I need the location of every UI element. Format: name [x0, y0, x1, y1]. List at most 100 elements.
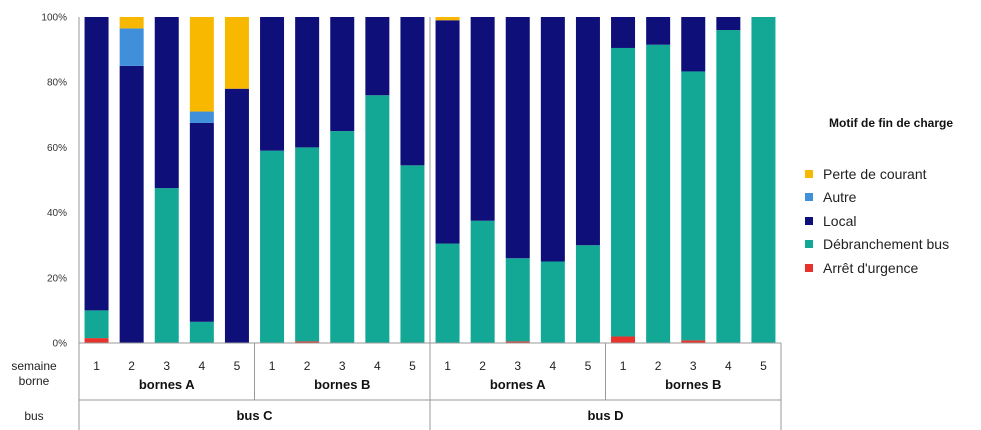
legend-swatch	[805, 193, 813, 202]
bar-segment	[575, 245, 600, 343]
bar-segment	[646, 44, 671, 344]
bar-segment	[470, 220, 495, 343]
bus-row-label: bus	[24, 409, 43, 423]
bar-segment	[435, 17, 460, 21]
bar-segment	[224, 88, 249, 343]
bar-segment	[189, 111, 214, 123]
legend-label: Perte de courant	[823, 165, 927, 182]
bar-segment	[716, 30, 741, 343]
bar-segment	[540, 17, 565, 262]
bar-segment	[505, 258, 530, 342]
legend-swatch	[805, 240, 813, 249]
bar-segment	[189, 17, 214, 112]
bar-segment	[400, 165, 425, 343]
semaine-label: 2	[304, 359, 311, 373]
bar-segment	[716, 17, 741, 31]
bar-segment	[611, 336, 636, 343]
legend-swatch	[805, 216, 813, 225]
y-tick-label: 0%	[53, 339, 68, 350]
bar-segment	[611, 47, 636, 337]
bar-segment	[260, 150, 285, 343]
bar-segment	[365, 95, 390, 344]
stacked-bar-chart: 0% 20% 40% 60% 80% 100% 1 2 3 4 5 1 2 3 4 5 1 2 3 4 5 1 2 3 4 5 bo…	[11, 13, 782, 430]
y-tick-label: 60%	[47, 143, 67, 154]
semaine-label: 4	[550, 359, 557, 373]
legend-swatch	[805, 169, 813, 178]
bar-segment	[330, 17, 355, 132]
bar-segment	[681, 71, 706, 341]
bar-segment	[84, 310, 109, 339]
semaine-label: 5	[409, 359, 416, 373]
borne-row-label: borne	[19, 374, 50, 388]
semaine-label: 1	[269, 359, 276, 373]
semaine-label: 3	[514, 359, 521, 373]
bar-segment	[119, 17, 144, 29]
bar-segment	[540, 261, 565, 343]
borne-group-label: bornes A	[139, 377, 195, 392]
semaine-label: 3	[339, 359, 346, 373]
bar-segment	[189, 321, 214, 343]
semaine-label: 5	[234, 359, 241, 373]
legend-label: Autre	[823, 189, 857, 206]
legend-item: Arrêt d'urgence	[805, 256, 981, 280]
semaine-label: 1	[93, 359, 100, 373]
bar-segment	[295, 341, 320, 343]
legend: Motif de fin de charge Perte de courant A…	[805, 116, 981, 280]
bar-segment	[751, 17, 776, 343]
legend-item: Autre	[805, 186, 981, 210]
y-tick-label: 20%	[47, 273, 67, 284]
bar-segment	[119, 65, 144, 344]
bar-segment	[295, 17, 320, 148]
bar-segment	[295, 147, 320, 342]
y-tick-label: 80%	[47, 78, 67, 89]
bar-segment	[646, 17, 671, 45]
y-tick-label: 100%	[41, 13, 67, 24]
semaine-label: 1	[444, 359, 451, 373]
bar-segment	[400, 17, 425, 166]
bar-segment	[330, 131, 355, 343]
semaine-label: 4	[725, 359, 732, 373]
bar-segment	[365, 17, 390, 96]
bar-segment	[505, 17, 530, 259]
legend-item: Débranchement bus	[805, 233, 981, 257]
bar-segment	[154, 17, 179, 189]
bar-segment	[154, 188, 179, 343]
semaine-label: 4	[374, 359, 381, 373]
bar-segment	[505, 341, 530, 343]
bar-segment	[435, 243, 460, 343]
bar-segment	[84, 17, 109, 311]
borne-group-label: bornes A	[490, 377, 546, 392]
semaine-label: 3	[163, 359, 170, 373]
semaine-label: 4	[199, 359, 206, 373]
bar-segment	[681, 17, 706, 72]
borne-group-label: bornes B	[314, 377, 370, 392]
borne-group-label: bornes B	[665, 377, 721, 392]
bar-segment	[224, 17, 249, 89]
legend-swatch	[805, 263, 813, 272]
semaine-label: 2	[655, 359, 662, 373]
legend-label: Débranchement bus	[823, 236, 950, 253]
semaine-label: 2	[479, 359, 486, 373]
semaine-row-label: semaine	[11, 359, 57, 373]
legend-item: Local	[805, 209, 981, 233]
bus-group-label: bus C	[236, 408, 273, 423]
semaine-label: 5	[760, 359, 767, 373]
bar-segment	[119, 28, 144, 66]
y-tick-label: 40%	[47, 208, 67, 219]
bar-segment	[189, 122, 214, 322]
bar-segment	[575, 17, 600, 246]
semaine-label: 5	[585, 359, 592, 373]
semaine-label: 3	[690, 359, 697, 373]
legend-label: Arrêt d'urgence	[823, 259, 919, 276]
semaine-label: 2	[128, 359, 135, 373]
legend-item: Perte de courant	[805, 162, 981, 186]
bar-segment	[470, 17, 495, 221]
legend-title: Motif de fin de charge	[829, 116, 954, 130]
bar-segment	[435, 20, 460, 244]
bar-segment	[611, 17, 636, 48]
semaine-label: 1	[620, 359, 627, 373]
bar-segment	[681, 340, 706, 343]
bar-segment	[260, 17, 285, 151]
bus-group-label: bus D	[587, 408, 623, 423]
bar-segment	[84, 338, 109, 343]
